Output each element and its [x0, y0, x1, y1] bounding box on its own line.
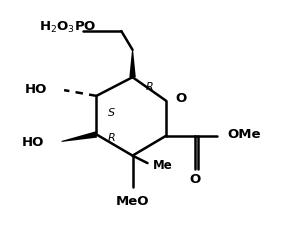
Text: R: R [146, 82, 154, 92]
Text: H$_2$O$_3$PO: H$_2$O$_3$PO [39, 20, 97, 35]
Polygon shape [129, 50, 136, 77]
Text: O: O [176, 92, 187, 105]
Polygon shape [61, 131, 97, 142]
Text: R: R [107, 133, 115, 143]
Text: MeO: MeO [116, 195, 149, 208]
Text: OMe: OMe [227, 128, 261, 141]
Text: O: O [189, 173, 200, 186]
Text: HO: HO [24, 83, 47, 96]
Text: Me: Me [153, 159, 172, 172]
Text: HO: HO [22, 136, 44, 149]
Text: S: S [108, 108, 115, 118]
